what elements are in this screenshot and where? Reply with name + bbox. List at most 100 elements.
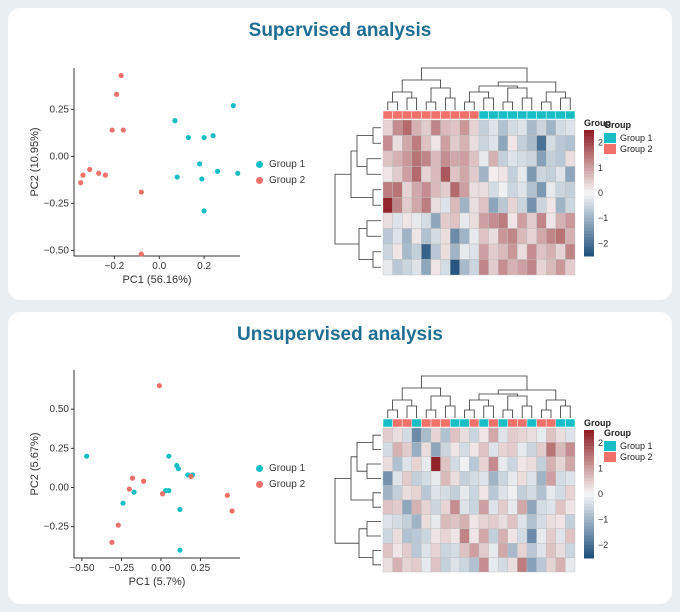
heatmap-cell [565, 259, 576, 276]
annotation-cell [478, 418, 489, 428]
heatmap-cell [430, 528, 441, 544]
heatmap-cell [421, 119, 432, 136]
heatmap-cell [536, 442, 547, 457]
colorbar-segment [584, 439, 594, 444]
heatmap-cell [382, 135, 393, 152]
colorbar-segment [584, 481, 594, 485]
y-tick-label: −0.50 [44, 245, 70, 256]
heatmap-cell [565, 528, 576, 544]
annotation-cell [497, 418, 509, 428]
heatmap-cell [469, 212, 480, 229]
heatmap-cell [488, 557, 499, 573]
column-dendrogram [387, 67, 571, 110]
colorbar-segment [584, 468, 594, 473]
heatmap-cell [507, 542, 518, 558]
heatmap-cell [526, 427, 537, 443]
annotation-cell [478, 110, 489, 120]
heatmap-cell [555, 119, 566, 136]
data-point [188, 473, 194, 480]
legend-swatch-icon [604, 440, 616, 451]
heatmap-cell [421, 228, 432, 245]
heatmap-cell [440, 150, 451, 167]
heatmap-cell [382, 542, 393, 558]
y-tick-label: 0.25 [50, 104, 70, 115]
heatmap-cell [507, 427, 518, 443]
heatmap-cell [450, 470, 461, 486]
heatmap-cell [440, 259, 451, 276]
data-point [131, 489, 137, 495]
annotation-cell [411, 110, 422, 120]
colorbar-segment [584, 252, 594, 257]
heatmap-cell [450, 119, 461, 136]
colorbar-tick-label: −2 [598, 238, 608, 248]
colorbar-segment [584, 174, 594, 178]
annotation-cell [459, 418, 470, 428]
legend-item-group2: Group 2 [256, 172, 305, 188]
heatmap-cell [517, 228, 528, 245]
heatmap-cell [440, 119, 451, 136]
heatmap-cell [421, 485, 432, 501]
data-point [177, 547, 183, 553]
heatmap-cell [536, 528, 547, 544]
annotation-cell [555, 418, 566, 428]
heatmap-cell [382, 514, 393, 529]
heatmap-cell [536, 470, 547, 486]
heatmap-cell [498, 119, 509, 136]
colorbar-segment [584, 180, 594, 185]
heatmap-cell [402, 528, 413, 544]
heatmap-cell [478, 456, 489, 472]
data-point [102, 172, 109, 178]
heatmap-cell [536, 119, 547, 136]
colorbar-title: Group [584, 118, 611, 128]
heatmap-cell [507, 150, 518, 167]
heatmap-cell [392, 166, 403, 183]
heatmap-cell [469, 427, 480, 443]
heatmap-cell [402, 243, 413, 260]
heatmap-cell [478, 150, 489, 167]
heatmap-cell [382, 119, 393, 136]
data-point [118, 72, 124, 79]
colorbar-tick-label: 1 [598, 463, 603, 473]
annotation-cell [497, 110, 509, 120]
colorbar-segment [584, 237, 594, 241]
heatmap-cell [430, 135, 441, 152]
heatmap-cell [536, 542, 547, 558]
heatmap-cell [498, 259, 509, 276]
heatmap-cell [392, 119, 403, 136]
annotation-cell [440, 418, 451, 428]
heatmap-cell [546, 166, 557, 183]
heatmap-cell [565, 557, 576, 573]
heatmap-cell [517, 485, 528, 501]
annotation-cell [430, 110, 441, 120]
heatmap-cell [440, 135, 451, 152]
colorbar-tick-label: 2 [598, 438, 603, 448]
heatmap-cell [382, 470, 393, 486]
heatmap-cell [392, 197, 403, 214]
heatmap-cell [488, 135, 499, 152]
heatmap-cell [430, 181, 441, 198]
heatmap-cell [392, 542, 403, 558]
heatmap-cell [498, 557, 509, 573]
heatmap-cell [440, 427, 451, 443]
heatmap-cell [430, 197, 441, 214]
heatmap-cell [555, 135, 566, 152]
heatmap-cell [411, 456, 422, 472]
heatmap-cell [498, 427, 509, 443]
heatmap-cell [430, 228, 441, 245]
data-point [172, 118, 178, 124]
heatmap-cell [546, 427, 557, 443]
heatmap-cell [536, 243, 547, 260]
heatmap-cell [392, 514, 403, 529]
heatmap-cell [421, 212, 432, 229]
heatmap-cell [450, 427, 461, 443]
heatmap-cell [411, 119, 422, 136]
colorbar-segment [584, 510, 594, 514]
annotation-cell [440, 110, 451, 120]
heatmap-cell [440, 197, 451, 214]
heatmap-cell [392, 528, 403, 544]
heatmap-cell [517, 542, 528, 558]
heatmap-cell [411, 166, 422, 183]
colorbar-segment [584, 535, 594, 540]
heatmap-cell [488, 212, 499, 229]
annotation-cell [517, 110, 528, 120]
